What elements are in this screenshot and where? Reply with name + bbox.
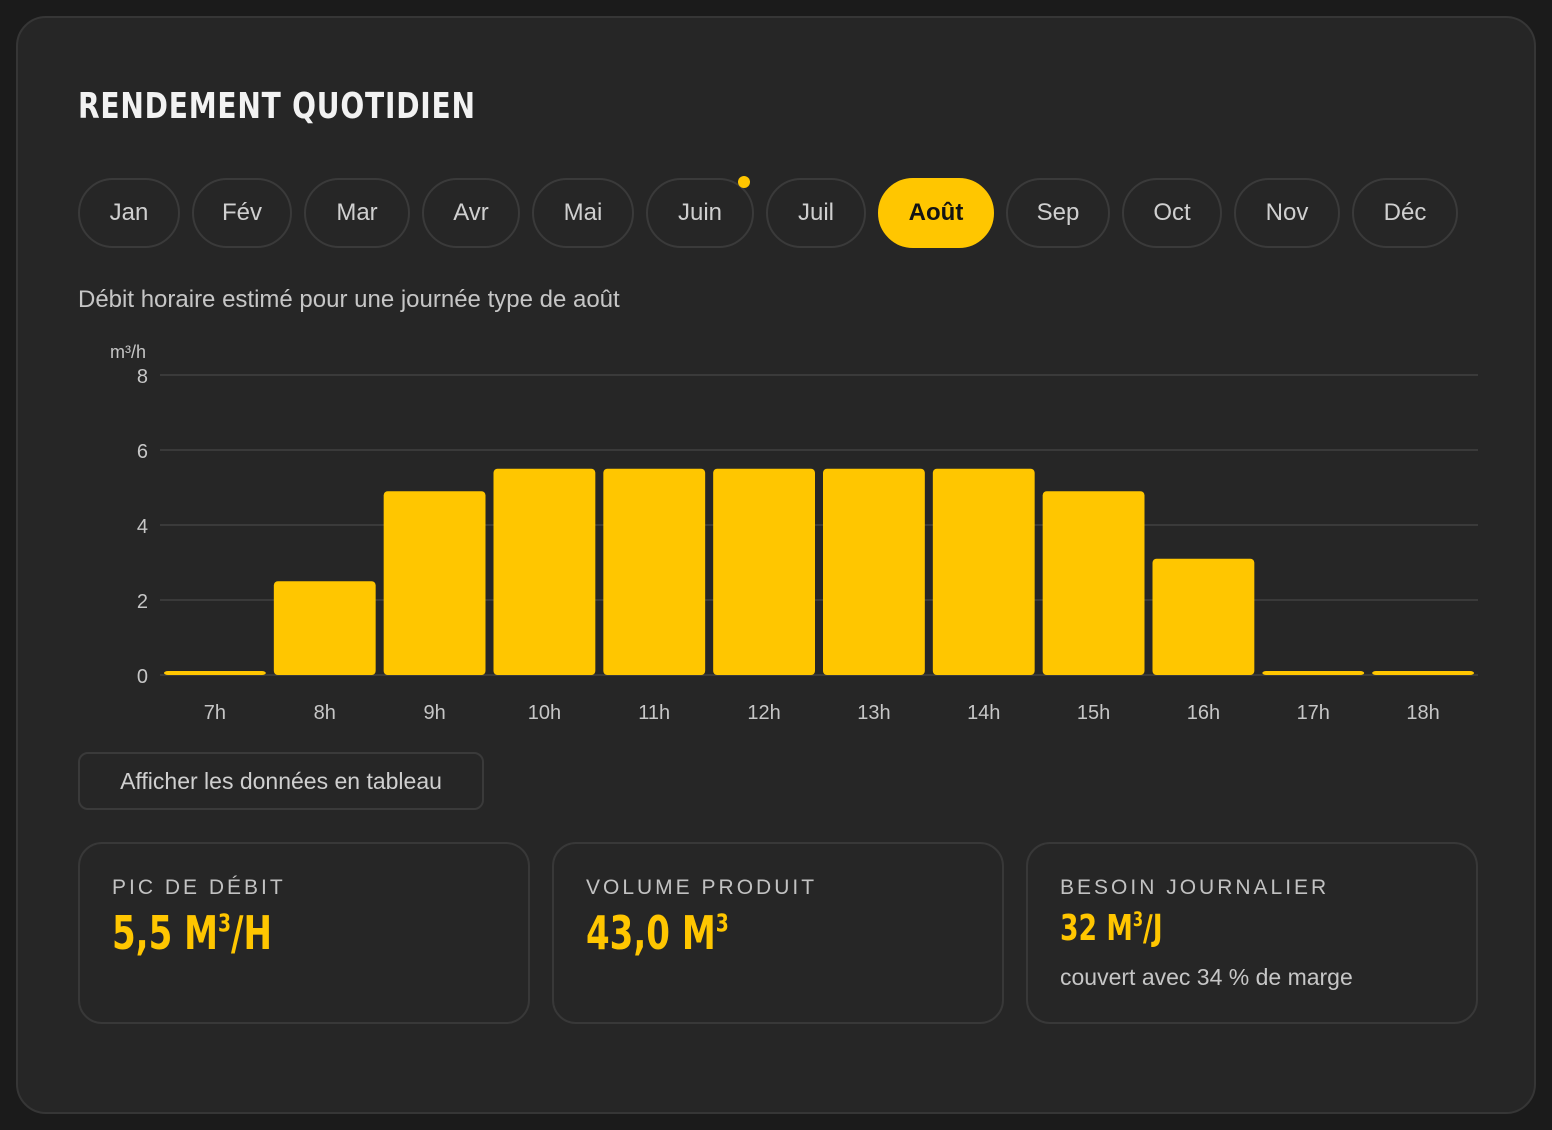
x-tick-label: 7h: [204, 702, 226, 724]
bar-11h[interactable]: [603, 468, 706, 675]
month-tab-4[interactable]: Mai: [532, 178, 634, 248]
x-tick-label: 12h: [747, 702, 780, 724]
x-tick-label: 18h: [1406, 702, 1439, 724]
x-tick-label: 14h: [967, 702, 1000, 724]
month-tab-6[interactable]: Juil: [766, 178, 866, 248]
bar-9h[interactable]: [383, 491, 486, 675]
x-tick-label: 10h: [528, 702, 561, 724]
month-tab-10[interactable]: Nov: [1234, 178, 1340, 248]
month-indicator-dot: [738, 176, 750, 188]
bar-17h[interactable]: [1262, 671, 1365, 675]
show-table-button[interactable]: Afficher les données en tableau: [78, 752, 484, 810]
x-tick-label: 17h: [1297, 702, 1330, 724]
bar-7h[interactable]: [164, 671, 266, 675]
card-title: RENDEMENT QUOTIDIEN: [78, 86, 476, 127]
stat-label-need: BESOIN JOURNALIER: [1060, 876, 1330, 899]
stat-note-need: couvert avec 34 % de marge: [1060, 964, 1353, 990]
y-tick-label: 6: [137, 441, 148, 463]
x-tick-label: 13h: [857, 702, 890, 724]
bar-18h[interactable]: [1372, 671, 1474, 675]
y-tick-label: 4: [137, 516, 148, 538]
bar-14h[interactable]: [932, 468, 1035, 675]
month-selector: Jan Fév Mar Avr Mai Juin Juil Août Sep Oct Nov Déc: [78, 176, 1478, 248]
y-axis-unit-label: m³/h: [110, 342, 146, 362]
month-tab-2[interactable]: Mar: [304, 178, 410, 248]
stat-value-peak: 5,5 M3/H: [112, 906, 272, 960]
month-tab-7[interactable]: Août: [878, 178, 994, 248]
x-tick-label: 16h: [1187, 702, 1220, 724]
x-tick-label: 11h: [638, 702, 670, 724]
bar-12h[interactable]: [713, 468, 815, 675]
chart-subtitle: Débit horaire estimé pour une journée ty…: [78, 286, 620, 313]
bar-15h[interactable]: [1042, 491, 1145, 675]
y-tick-label: 2: [137, 591, 148, 613]
stat-card-need: BESOIN JOURNALIER 32 M3/J couvert avec 3…: [1026, 842, 1478, 1024]
stat-value-volume: 43,0 M3: [586, 906, 729, 960]
stat-label-volume: VOLUME PRODUIT: [586, 876, 818, 899]
hourly-flow-chart: m³/h 0 2 4 6 8 7h 8h 9h 10h 11h 12h 13h 14h 15h 16h 17h 1…: [110, 342, 1478, 724]
y-tick-label: 0: [137, 666, 148, 688]
stat-value-need: 32 M3/J: [1060, 908, 1163, 949]
bar-8h[interactable]: [273, 581, 376, 675]
x-tick-label: 8h: [314, 702, 336, 724]
month-tab-8[interactable]: Sep: [1006, 178, 1110, 248]
bar-16h[interactable]: [1152, 558, 1255, 675]
daily-yield-card: RENDEMENT QUOTIDIEN Jan Fév Mar Avr Mai Juin J…: [16, 16, 1536, 1114]
stat-card-volume: VOLUME PRODUIT 43,0 M3: [552, 842, 1004, 1024]
stat-label-peak: PIC DE DÉBIT: [112, 876, 286, 899]
month-tab-3[interactable]: Avr: [422, 178, 520, 248]
bar-10h[interactable]: [493, 468, 596, 675]
month-tab-11[interactable]: Déc: [1352, 178, 1458, 248]
stat-card-peak: PIC DE DÉBIT 5,5 M3/H: [78, 842, 530, 1024]
y-tick-label: 8: [137, 366, 148, 388]
bar-13h[interactable]: [823, 468, 925, 675]
month-tab-0[interactable]: Jan: [78, 178, 180, 248]
x-tick-label: 9h: [423, 702, 445, 724]
x-tick-label: 15h: [1077, 702, 1110, 724]
month-tab-1[interactable]: Fév: [192, 178, 292, 248]
month-tab-5[interactable]: Juin: [646, 178, 754, 248]
month-tab-9[interactable]: Oct: [1122, 178, 1222, 248]
